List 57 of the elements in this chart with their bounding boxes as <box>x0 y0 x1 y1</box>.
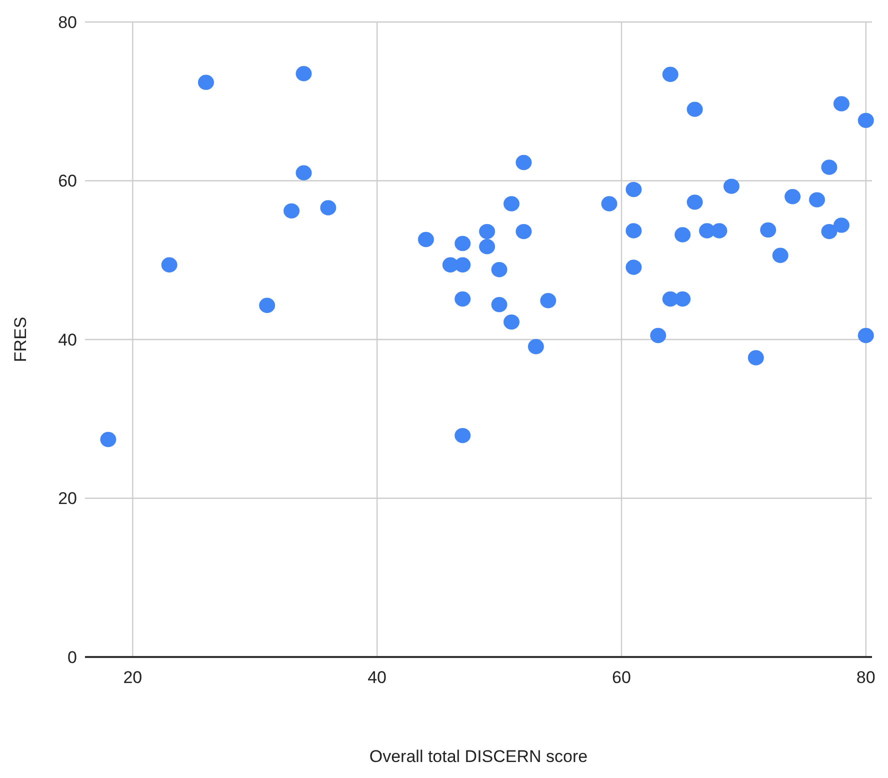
point <box>296 66 312 82</box>
point <box>418 232 434 248</box>
point <box>601 196 618 212</box>
point <box>662 66 678 82</box>
point <box>198 74 214 90</box>
point <box>454 257 471 272</box>
point <box>528 339 544 354</box>
point <box>491 262 508 278</box>
x-tick-label: 60 <box>612 668 631 687</box>
point <box>491 296 508 312</box>
point <box>503 196 520 212</box>
point <box>454 291 471 307</box>
point <box>809 192 826 208</box>
point <box>161 257 178 272</box>
point <box>259 298 276 313</box>
point <box>479 224 496 240</box>
point <box>821 160 838 175</box>
point <box>833 96 850 112</box>
point <box>858 328 874 344</box>
point <box>686 102 703 117</box>
point <box>479 239 496 254</box>
x-tick-label: 40 <box>368 668 387 687</box>
point <box>626 260 642 275</box>
point <box>540 293 556 308</box>
point <box>723 178 740 194</box>
x-tick-label: 20 <box>123 668 142 687</box>
y-tick-label: 0 <box>68 648 77 667</box>
point <box>760 222 776 238</box>
point <box>674 291 691 307</box>
point <box>858 112 874 128</box>
y-tick-label: 60 <box>58 172 77 191</box>
point <box>503 314 520 330</box>
point <box>284 203 300 219</box>
x-axis-title: Overall total DISCERN score <box>369 747 588 766</box>
point <box>626 182 642 198</box>
point <box>650 328 666 344</box>
y-tick-label: 80 <box>58 12 77 32</box>
y-tick-label: 20 <box>58 489 77 508</box>
point <box>833 218 850 233</box>
point <box>772 248 788 263</box>
x-tick-label: 80 <box>856 668 876 687</box>
point <box>711 223 728 238</box>
point <box>454 428 471 444</box>
y-tick-label: 40 <box>58 330 77 350</box>
point <box>686 194 703 210</box>
point <box>784 189 801 204</box>
point <box>674 227 691 242</box>
point <box>516 154 532 170</box>
y-axis-title: FRES <box>11 316 30 362</box>
point <box>626 223 642 238</box>
point <box>516 224 532 240</box>
point <box>748 350 764 366</box>
point <box>320 200 336 216</box>
point <box>454 236 471 252</box>
point <box>296 165 312 180</box>
point <box>821 224 838 240</box>
point <box>100 432 116 448</box>
